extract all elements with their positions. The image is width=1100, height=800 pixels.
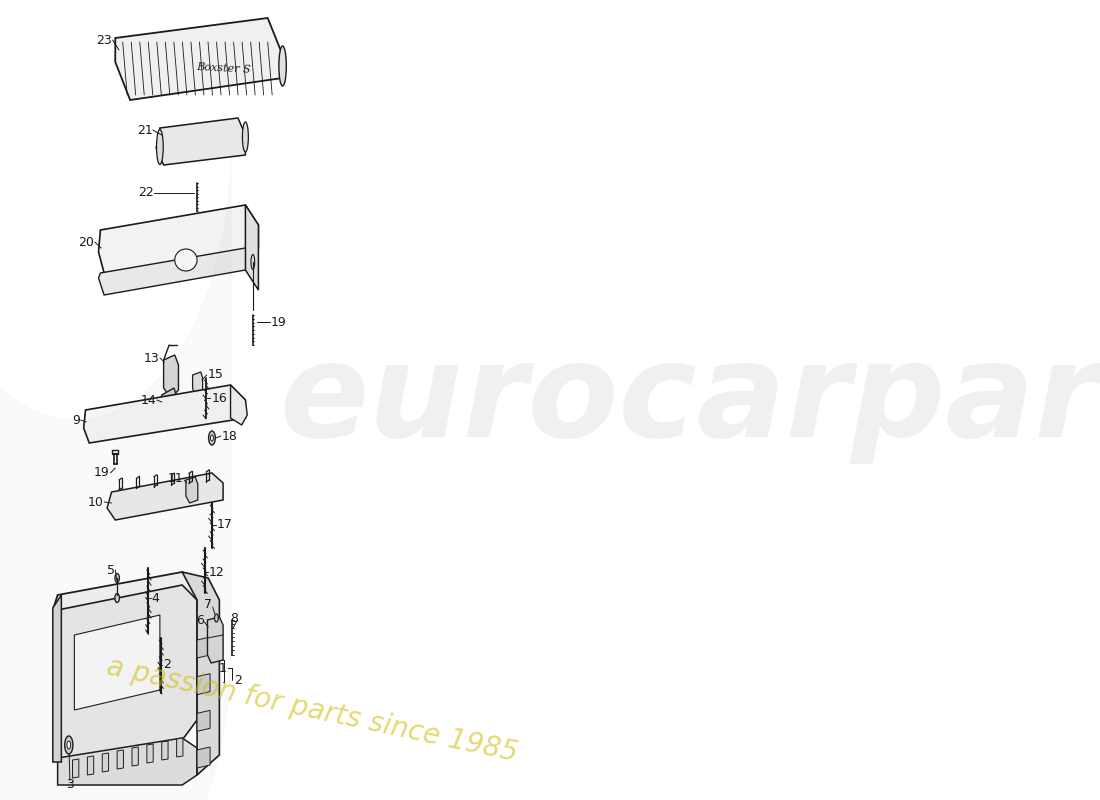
- Polygon shape: [197, 710, 210, 731]
- Ellipse shape: [251, 254, 255, 270]
- Ellipse shape: [114, 574, 120, 582]
- Text: 9: 9: [73, 414, 80, 426]
- Polygon shape: [73, 759, 79, 778]
- Ellipse shape: [67, 741, 70, 749]
- Polygon shape: [245, 205, 258, 290]
- Polygon shape: [197, 637, 210, 658]
- Ellipse shape: [209, 431, 216, 445]
- Text: 15: 15: [208, 369, 223, 382]
- Polygon shape: [147, 744, 153, 763]
- Polygon shape: [107, 473, 223, 520]
- Polygon shape: [87, 756, 94, 775]
- Text: 17: 17: [217, 518, 232, 531]
- Polygon shape: [53, 572, 197, 623]
- Polygon shape: [117, 750, 123, 769]
- Text: 11: 11: [168, 471, 184, 485]
- Text: eurocarparts: eurocarparts: [279, 337, 1100, 463]
- Ellipse shape: [279, 46, 286, 86]
- Polygon shape: [208, 617, 223, 663]
- Text: 3: 3: [66, 778, 74, 791]
- Text: a passion for parts since 1985: a passion for parts since 1985: [104, 653, 520, 767]
- Polygon shape: [197, 674, 210, 694]
- Polygon shape: [192, 372, 202, 395]
- Polygon shape: [177, 738, 183, 757]
- Polygon shape: [102, 753, 109, 772]
- Polygon shape: [132, 747, 139, 766]
- Text: 18: 18: [221, 430, 238, 442]
- Polygon shape: [99, 205, 258, 273]
- Text: 13: 13: [143, 351, 160, 365]
- Polygon shape: [164, 355, 178, 398]
- Ellipse shape: [156, 130, 163, 165]
- Polygon shape: [160, 388, 178, 420]
- Polygon shape: [186, 477, 198, 503]
- Text: 12: 12: [209, 566, 224, 578]
- Polygon shape: [84, 385, 245, 443]
- Text: 2: 2: [163, 658, 170, 671]
- Text: 10: 10: [88, 495, 103, 509]
- Polygon shape: [197, 747, 210, 768]
- Ellipse shape: [214, 614, 218, 622]
- Ellipse shape: [65, 736, 73, 754]
- Polygon shape: [99, 248, 245, 295]
- Text: 7: 7: [204, 598, 212, 611]
- Text: Boxster S: Boxster S: [196, 62, 251, 74]
- Text: 23: 23: [97, 34, 112, 46]
- Polygon shape: [53, 595, 62, 762]
- Text: 16: 16: [211, 391, 227, 405]
- Ellipse shape: [114, 594, 120, 602]
- Ellipse shape: [210, 435, 213, 441]
- Polygon shape: [57, 738, 197, 785]
- Text: 2: 2: [234, 674, 242, 686]
- Text: 19: 19: [271, 315, 286, 329]
- Polygon shape: [156, 118, 245, 165]
- Text: 5: 5: [107, 563, 114, 577]
- Ellipse shape: [242, 122, 249, 152]
- Text: 8: 8: [230, 611, 238, 625]
- Text: 1: 1: [219, 662, 227, 674]
- Polygon shape: [162, 741, 168, 760]
- Text: 21: 21: [136, 123, 153, 137]
- Polygon shape: [57, 585, 197, 760]
- Text: 14: 14: [141, 394, 156, 406]
- Text: 6: 6: [196, 614, 204, 626]
- Text: 22: 22: [138, 186, 154, 199]
- Polygon shape: [116, 18, 283, 100]
- Polygon shape: [231, 385, 248, 425]
- Text: 4: 4: [152, 591, 160, 605]
- Polygon shape: [183, 572, 219, 775]
- Text: 19: 19: [94, 466, 110, 479]
- Polygon shape: [75, 615, 160, 710]
- Text: 20: 20: [78, 235, 95, 249]
- Ellipse shape: [175, 249, 197, 271]
